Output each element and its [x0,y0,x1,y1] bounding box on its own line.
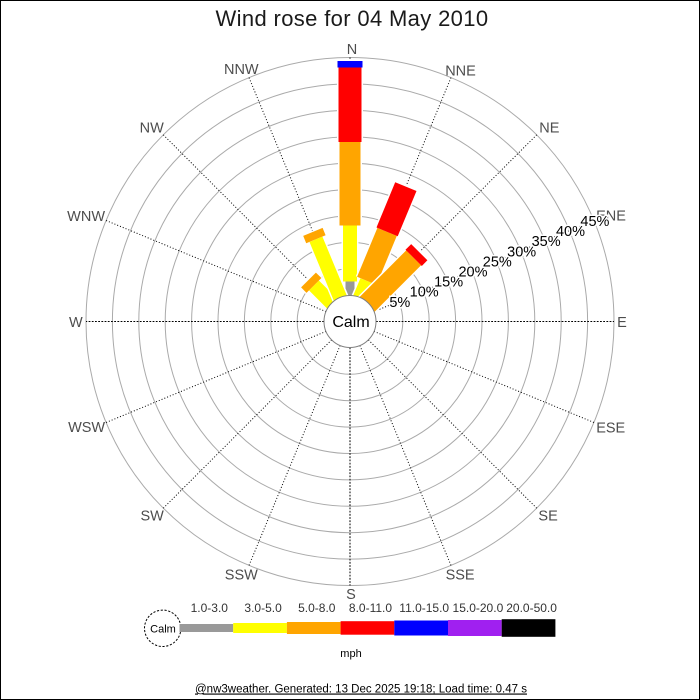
svg-text:25%: 25% [483,254,512,270]
svg-text:SSW: SSW [225,567,258,583]
svg-text:SSE: SSE [446,568,475,584]
svg-text:ENE: ENE [596,209,626,225]
svg-text:20%: 20% [458,265,487,281]
svg-text:@nw3weather. Generated: 13 Dec: @nw3weather. Generated: 13 Dec 2025 19:1… [195,684,527,696]
svg-text:15.0-20.0: 15.0-20.0 [453,601,504,615]
svg-text:WNW: WNW [67,209,105,225]
svg-text:1.0-3.0: 1.0-3.0 [191,601,229,615]
svg-text:NNW: NNW [224,62,259,78]
svg-text:WSW: WSW [68,420,105,436]
svg-text:Calm: Calm [332,314,369,331]
svg-text:10%: 10% [410,285,439,301]
svg-text:NE: NE [539,121,559,137]
svg-text:N: N [347,42,357,58]
svg-text:35%: 35% [532,234,561,250]
svg-text:E: E [617,315,627,331]
svg-text:40%: 40% [556,224,585,240]
svg-text:3.0-5.0: 3.0-5.0 [244,601,282,615]
svg-text:15%: 15% [434,275,463,291]
svg-text:S: S [346,587,356,603]
svg-text:NW: NW [140,121,164,137]
svg-text:NNE: NNE [445,63,476,79]
svg-text:SE: SE [538,509,558,525]
svg-text:20.0-50.0: 20.0-50.0 [506,601,557,615]
svg-text:5%: 5% [389,295,410,311]
svg-text:45%: 45% [580,214,609,230]
svg-text:SW: SW [141,508,165,524]
svg-text:mph: mph [340,648,361,660]
svg-text:8.0-11.0: 8.0-11.0 [349,601,392,615]
svg-text:Wind rose for 04 May 2010: Wind rose for 04 May 2010 [216,6,489,31]
svg-text:30%: 30% [507,244,536,260]
svg-text:W: W [69,315,83,331]
svg-text:5.0-8.0: 5.0-8.0 [298,601,336,615]
svg-text:Calm: Calm [150,624,176,636]
svg-text:11.0-15.0: 11.0-15.0 [399,601,449,615]
svg-text:ESE: ESE [596,421,625,437]
